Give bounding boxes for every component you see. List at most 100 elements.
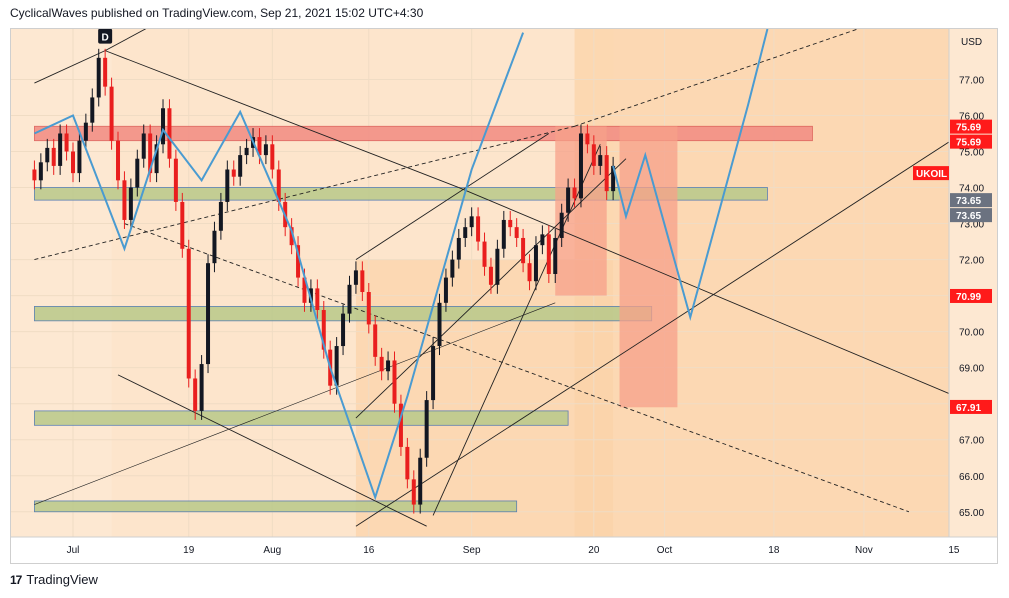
candle-body	[341, 313, 346, 347]
candle-body	[373, 324, 378, 357]
candle-body	[167, 108, 172, 159]
candle-body	[154, 144, 159, 174]
candle-body	[296, 245, 301, 278]
candle-body	[218, 201, 223, 231]
candles	[32, 48, 616, 514]
candle-body	[212, 230, 217, 264]
projection-line	[612, 29, 769, 321]
candle-body	[45, 147, 50, 163]
candle-body	[173, 158, 178, 202]
price-tag	[950, 288, 992, 303]
candle-body	[109, 86, 114, 141]
candle-body	[83, 122, 88, 141]
candle-body	[103, 57, 108, 87]
candle-body	[276, 169, 281, 202]
candle-body	[186, 248, 191, 379]
candle-body	[96, 57, 101, 98]
price-tag	[950, 208, 992, 223]
time-axis: Jul 19 Aug 16 Sep 20 Oct 18 Nov 15	[11, 536, 997, 563]
publisher-header: CyclicalWaves published on TradingView.c…	[10, 6, 424, 20]
green-zone	[34, 410, 569, 426]
time-tick-label: 15	[948, 545, 960, 556]
trend-line	[104, 29, 147, 52]
candle-body	[321, 310, 326, 350]
candle-body	[366, 292, 371, 325]
candle-body	[161, 108, 166, 145]
candle-body	[225, 169, 230, 202]
candle-body	[514, 227, 519, 238]
candle-body	[270, 144, 275, 170]
candle-body	[431, 346, 436, 401]
price-tick-label: 67.00	[959, 436, 984, 447]
chart-frame[interactable]: USD65.0066.0067.0068.0069.0070.0071.0072…	[10, 28, 998, 564]
trend-line	[124, 223, 910, 513]
price-tag-text: 75.69	[956, 138, 981, 149]
candle-body	[206, 263, 211, 365]
green-zone	[34, 500, 518, 513]
price-tick-label: 66.00	[959, 472, 984, 483]
trend-line	[432, 144, 601, 516]
price-tick-label: 72.00	[959, 256, 984, 267]
candle-body	[463, 227, 468, 238]
candle-body	[533, 245, 538, 282]
price-tick-label: 65.00	[959, 508, 984, 519]
candle-body	[128, 187, 133, 220]
candle-body	[546, 234, 551, 274]
candle-body	[77, 140, 82, 174]
candle-body	[38, 162, 43, 181]
candle-body	[238, 155, 243, 177]
price-tick-label: 73.00	[959, 220, 984, 231]
price-tick-label: 69.00	[959, 364, 984, 375]
candle-body	[443, 277, 448, 303]
candle-body	[540, 234, 545, 246]
wave-path	[33, 32, 525, 501]
candle-body	[566, 187, 571, 213]
pattern-point-badge	[98, 29, 113, 44]
candle-body	[559, 212, 564, 238]
candle-body	[193, 378, 198, 411]
candle-body	[469, 216, 474, 228]
price-tag	[950, 134, 992, 149]
price-tags: 75.69 75.69 73.65 73.65 70.99 67.91 UKOIL	[913, 119, 992, 414]
time-axis-panel	[11, 537, 997, 563]
candle-body	[456, 237, 461, 260]
candle-body	[521, 237, 526, 264]
candle-body	[418, 457, 423, 505]
candle-body	[116, 140, 121, 181]
price-tag	[950, 119, 992, 134]
price-tick-label: 70.00	[959, 328, 984, 339]
candle-body	[360, 270, 365, 293]
candle-body	[263, 144, 268, 156]
trend-line	[117, 374, 427, 527]
symbol-tag-text: UKOIL	[916, 169, 947, 180]
trend-line	[574, 29, 860, 127]
pattern-labels: D	[98, 29, 113, 44]
candle-body	[450, 259, 455, 278]
candle-body	[398, 403, 403, 447]
trend-line	[34, 125, 575, 261]
brand-name: TradingView	[26, 572, 98, 587]
candle-body	[199, 364, 204, 411]
trend-line	[355, 133, 550, 260]
candle-body	[71, 151, 75, 174]
candle-body	[598, 155, 603, 166]
candle-body	[553, 237, 558, 274]
trend-line	[104, 50, 459, 188]
candle-body	[334, 346, 339, 386]
trend-line	[34, 50, 106, 84]
candle-body	[347, 284, 352, 314]
footer: 17 TradingView	[10, 572, 98, 587]
tradingview-logo-icon[interactable]: 17	[10, 572, 22, 587]
price-tick-label: 74.00	[959, 184, 984, 195]
candle-body	[289, 227, 294, 246]
candle-body	[508, 219, 513, 228]
symbol-tag	[913, 166, 949, 181]
background-zones	[11, 29, 949, 537]
price-chart[interactable]: USD65.0066.0067.0068.0069.0070.0071.0072…	[11, 29, 997, 563]
candle-body	[353, 270, 358, 285]
price-tag-text: 67.91	[956, 403, 981, 414]
trend-line	[355, 125, 974, 527]
candle-body	[244, 147, 249, 156]
price-tag	[950, 399, 992, 414]
candle-body	[141, 133, 146, 159]
